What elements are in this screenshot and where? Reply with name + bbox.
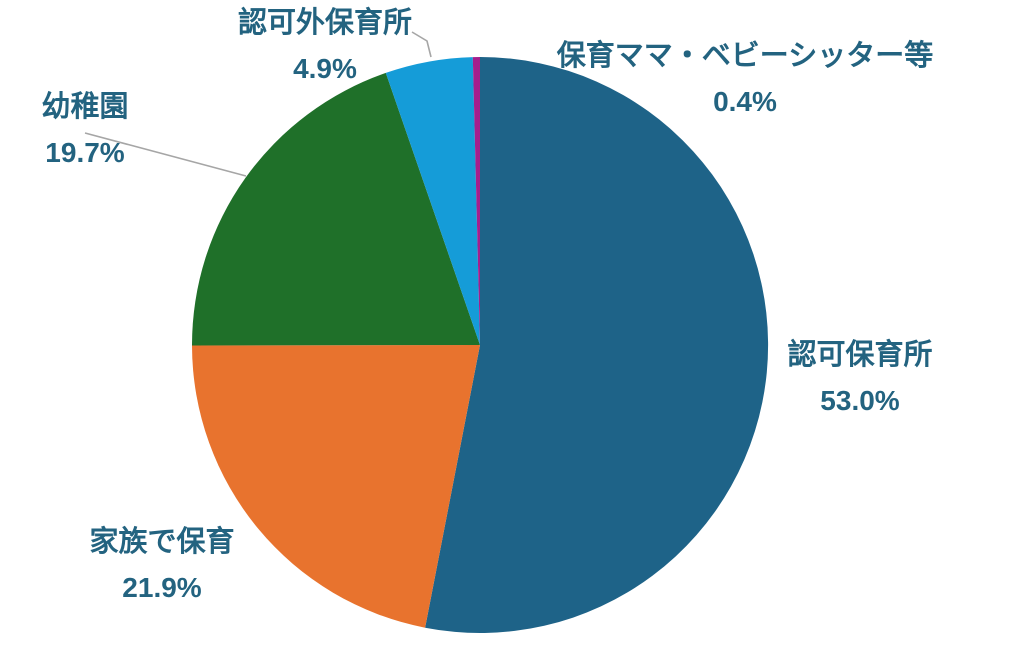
slice-percent-unlicensed-nursery: 4.9% [293,52,357,84]
slice-percent-family-care: 21.9% [122,571,202,603]
pie-slice-3 [385,57,480,345]
slice-percent-licensed-nursery: 53.0% [820,384,900,416]
slice-name-licensed-nursery: 認可保育所 [787,339,933,371]
pie-slice-2 [191,72,480,346]
slice-name-family-care: 家族で保育 [89,526,235,558]
slice-percent-babysitter: 0.4% [713,85,777,117]
pie-slice-1 [192,345,480,628]
pie-slice-0 [425,56,769,633]
label-licensed-nursery: 認可保育所 53.0% [776,340,944,415]
label-kindergarten: 幼稚園 19.7% [18,92,152,167]
label-babysitter: 保育ママ・ベビーシッター等 0.4% [538,41,952,116]
pie-slice-4 [472,57,480,345]
label-family-care: 家族で保育 21.9% [86,527,238,602]
slice-name-unlicensed-nursery: 認可外保育所 [237,7,412,39]
slice-percent-kindergarten: 19.7% [45,136,125,168]
slice-name-babysitter: 保育ママ・ベビーシッター等 [556,40,934,72]
slice-name-kindergarten: 幼稚園 [41,91,129,123]
pie-slices [191,56,769,633]
leader-line-kindergarten [84,132,247,177]
label-unlicensed-nursery: 認可外保育所 4.9% [230,8,420,83]
leader-line-unlicensed-nursery [411,31,432,58]
